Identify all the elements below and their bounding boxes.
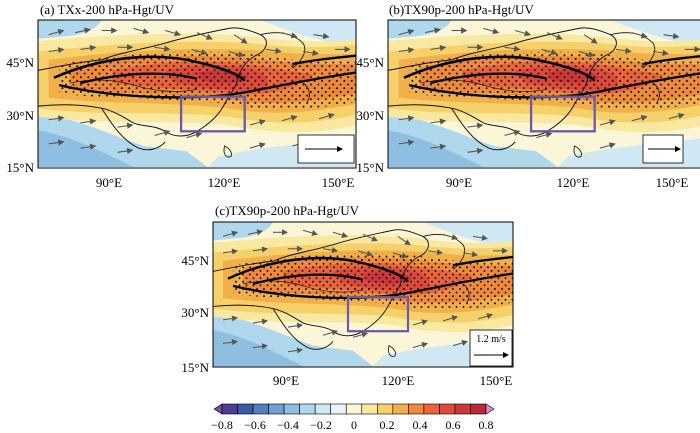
colorbar-tick-label: 0.2 (380, 418, 395, 432)
lon-tick-120-a: 120°E (208, 175, 241, 190)
colorbar-tick-label: −0.2 (310, 418, 332, 432)
panel-b-title: (b)TX90p-200 hPa-Hgt/UV (389, 2, 534, 17)
colorbar-max-arrow (485, 403, 495, 415)
colorbar-tick-label: −0.6 (244, 418, 266, 432)
colorbar-cell (454, 403, 471, 415)
colorbar-cell (299, 403, 316, 415)
lon-tick-120-b: 120°E (557, 175, 590, 190)
colorbar-cell (237, 403, 254, 415)
lon-tick-90-c: 90°E (273, 373, 299, 388)
panel-a-title: (a) TXx-200 hPa-Hgt/UV (40, 2, 175, 17)
colorbar-cell (470, 403, 487, 415)
colorbar-cell (268, 403, 285, 415)
colorbar-cell (361, 403, 378, 415)
colorbar-tick-label: −0.4 (277, 418, 299, 432)
colorbar-cell (283, 403, 300, 415)
colorbar-tick-label: 0.6 (446, 418, 461, 432)
panel-a: (a) TXx-200 hPa-Hgt/UV 45°N 30°N 15°N 90… (6, 2, 356, 190)
lon-tick-90-a: 90°E (96, 175, 122, 190)
colorbar-cell (330, 403, 347, 415)
panel-c-title: (c)TX90p-200 hPa-Hgt/UV (215, 203, 360, 218)
lon-tick-150-c: 150°E (480, 373, 513, 388)
lat-tick-45-c: 45°N (181, 253, 209, 268)
colorbar-tick-label: −0.8 (211, 418, 233, 432)
ref-vector-label: 1.2 m/s (476, 334, 506, 345)
colorbar: −0.8 −0.6 −0.4 −0.2 0 0.2 0.4 0.6 0.8 (211, 403, 495, 432)
colorbar-cell (423, 403, 440, 415)
lat-tick-15-c: 15°N (181, 360, 209, 375)
colorbar-cell (345, 403, 363, 415)
lon-tick-150-a: 150°E (322, 175, 355, 190)
lat-tick-30-b: 30°N (356, 108, 384, 123)
lat-tick-30-c: 30°N (181, 305, 209, 320)
colorbar-cell (439, 403, 456, 415)
panel-c: (c)TX90p-200 hPa-Hgt/UV 1.2 m/s 45°N 30°… (181, 203, 513, 388)
lon-tick-120-c: 120°E (382, 373, 415, 388)
lat-tick-30-a: 30°N (6, 108, 34, 123)
colorbar-tick-label: 0 (351, 418, 357, 432)
lat-tick-15-b: 15°N (356, 160, 384, 175)
lat-tick-15-a: 15°N (6, 160, 34, 175)
colorbar-tick-label: 0.4 (413, 418, 428, 432)
colorbar-cell (221, 403, 238, 415)
panel-b: (b)TX90p-200 hPa-Hgt/UV 45°N 30°N 15°N 9… (356, 2, 700, 190)
lon-tick-150-b: 150°E (656, 175, 689, 190)
colorbar-cell (392, 403, 409, 415)
lon-tick-90-b: 90°E (446, 175, 472, 190)
colorbar-tick-label: 0.8 (479, 418, 494, 432)
lat-tick-45-b: 45°N (356, 55, 384, 70)
colorbar-cell (376, 403, 394, 415)
colorbar-cell (314, 403, 332, 415)
lat-tick-45-a: 45°N (6, 55, 34, 70)
colorbar-cell (408, 403, 425, 415)
colorbar-min-arrow (213, 403, 223, 415)
colorbar-cell (252, 403, 269, 415)
